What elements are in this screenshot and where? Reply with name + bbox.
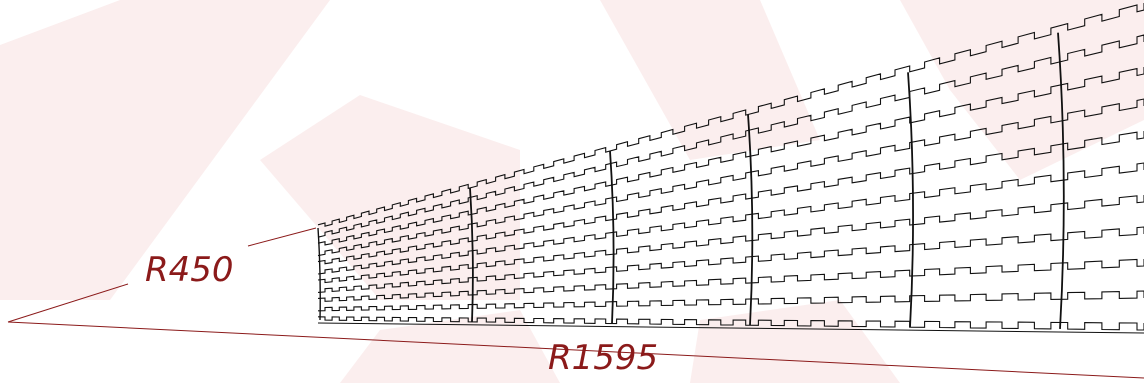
inner-radius-line-upper <box>247 227 317 247</box>
belt-module-seam <box>609 150 615 324</box>
belt-row-line <box>317 67 1144 246</box>
inner-radius-line-lower <box>7 283 129 323</box>
belt-row-line <box>317 258 1144 302</box>
belt-bottom-edge <box>317 322 1144 334</box>
belt-row-line <box>317 34 1144 238</box>
belt-module-seam <box>469 187 474 322</box>
belt-module-seam <box>317 227 321 321</box>
belt-row-line <box>317 131 1144 265</box>
belt-row-line <box>317 162 1144 275</box>
belt-row-line <box>317 226 1144 293</box>
belt-row-line <box>317 316 1144 331</box>
belt-module-seam <box>907 72 914 328</box>
outer-radius-line <box>7 321 1144 379</box>
belt-row-line <box>317 290 1144 312</box>
inner-radius-label: R450 <box>145 250 234 290</box>
belt-row-line <box>317 195 1144 284</box>
outer-radius-label: R1595 <box>548 338 658 378</box>
dimension-lines: R450 R1595 <box>7 227 1144 379</box>
belt-row-line <box>317 98 1144 257</box>
belt-module-grid <box>317 3 1144 334</box>
belt-row-line <box>317 3 1144 227</box>
belt-module-seam <box>1057 32 1065 330</box>
belt-module-seam <box>747 114 754 326</box>
